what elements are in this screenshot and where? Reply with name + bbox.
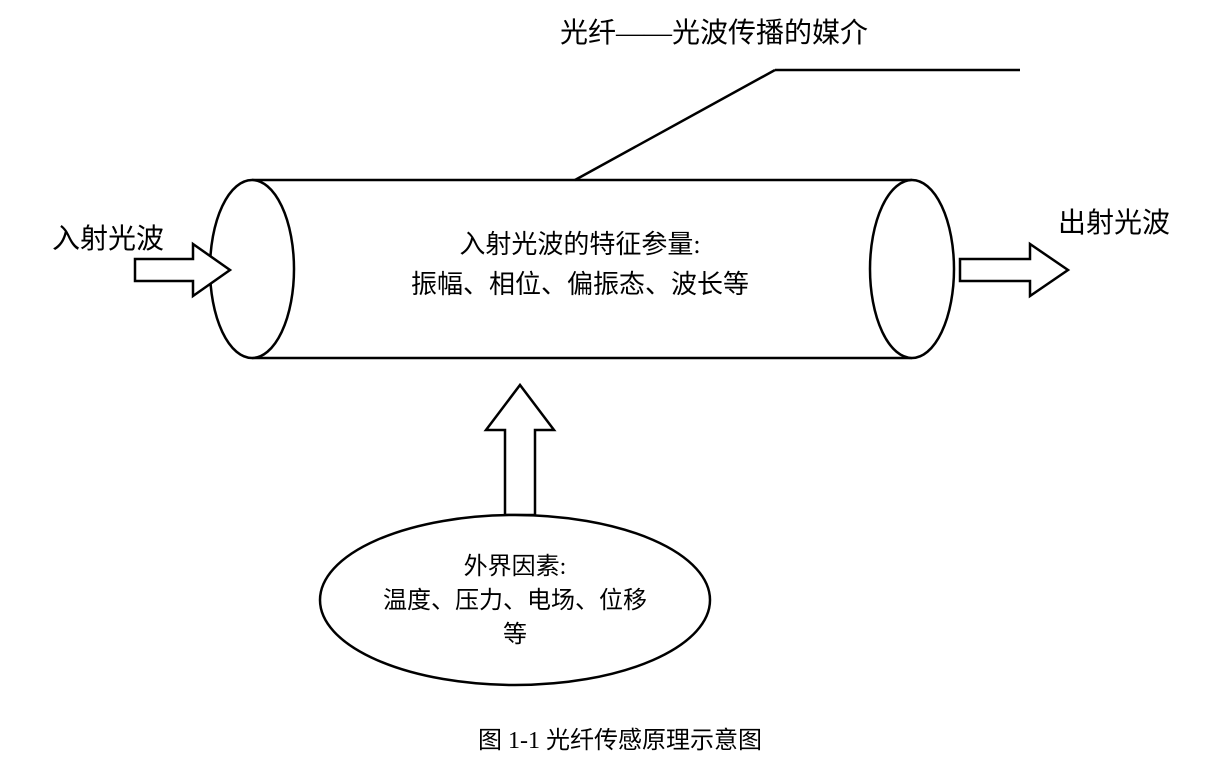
arrow-up	[486, 385, 554, 515]
ellipse-text-2: 温度、压力、电场、位移	[320, 586, 710, 617]
diagram-stage: 光纤——光波传播的媒介 入射光波 出射光波 入射光波的特征参量: 振幅、相位、偏…	[0, 0, 1228, 765]
ellipse-text-1: 外界因素:	[320, 552, 710, 583]
cylinder-text-2: 振幅、相位、偏振态、波长等	[300, 268, 860, 302]
title-top: 光纤——光波传播的媒介	[560, 16, 868, 52]
cylinder-text-1: 入射光波的特征参量:	[300, 228, 860, 262]
arrow-out	[960, 244, 1068, 296]
output-label: 出射光波	[1058, 206, 1170, 242]
input-label: 入射光波	[52, 222, 164, 258]
leader-line	[575, 70, 775, 180]
cylinder-right-cap	[870, 180, 954, 358]
ellipse-text-3: 等	[320, 620, 710, 651]
figure-caption: 图 1-1 光纤传感原理示意图	[430, 720, 810, 755]
